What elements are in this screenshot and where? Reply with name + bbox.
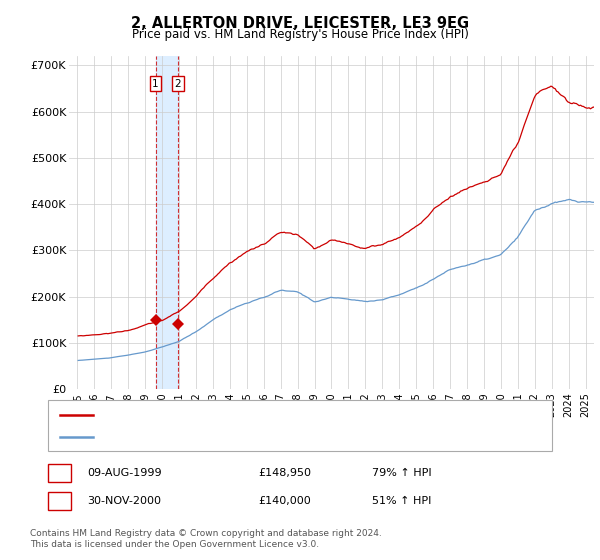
Text: 2: 2 xyxy=(56,496,63,506)
Text: 2, ALLERTON DRIVE, LEICESTER, LE3 9EG: 2, ALLERTON DRIVE, LEICESTER, LE3 9EG xyxy=(131,16,469,31)
Text: Price paid vs. HM Land Registry's House Price Index (HPI): Price paid vs. HM Land Registry's House … xyxy=(131,28,469,41)
Text: 1: 1 xyxy=(56,468,63,478)
Text: 79% ↑ HPI: 79% ↑ HPI xyxy=(372,468,431,478)
Text: £140,000: £140,000 xyxy=(258,496,311,506)
Text: 09-AUG-1999: 09-AUG-1999 xyxy=(87,468,161,478)
Text: 1: 1 xyxy=(152,79,159,89)
Bar xyxy=(155,56,178,389)
Text: HPI: Average price, detached house, Leicester: HPI: Average price, detached house, Leic… xyxy=(99,432,340,442)
Text: £148,950: £148,950 xyxy=(258,468,311,478)
Text: 2: 2 xyxy=(175,79,181,89)
Text: 30-NOV-2000: 30-NOV-2000 xyxy=(87,496,161,506)
Text: 51% ↑ HPI: 51% ↑ HPI xyxy=(372,496,431,506)
Text: Contains HM Land Registry data © Crown copyright and database right 2024.
This d: Contains HM Land Registry data © Crown c… xyxy=(30,529,382,549)
Text: 2, ALLERTON DRIVE, LEICESTER, LE3 9EG (detached house): 2, ALLERTON DRIVE, LEICESTER, LE3 9EG (d… xyxy=(99,409,408,419)
